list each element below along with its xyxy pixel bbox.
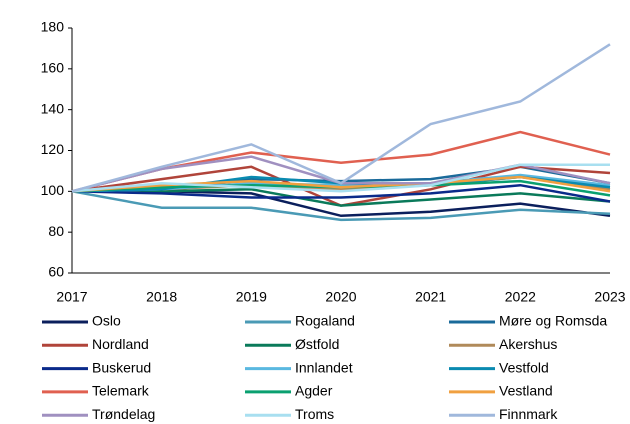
- y-tick-label: 180: [41, 19, 65, 35]
- series-line: [71, 183, 611, 203]
- legend-label: Finnmark: [499, 406, 558, 422]
- y-tick-label: 60: [48, 264, 64, 280]
- x-tick-label: 2020: [325, 289, 356, 305]
- legend-label: Agder: [295, 383, 333, 399]
- legend-label: Akershus: [499, 336, 557, 352]
- legend-label: Rogaland: [295, 313, 355, 329]
- series-line: [71, 175, 611, 193]
- legend-label: Innlandet: [295, 359, 353, 375]
- legend-label: Møre og Romsda: [499, 313, 607, 329]
- legend-label: Østfold: [295, 336, 339, 352]
- y-tick-label: 100: [41, 182, 65, 198]
- legend-label: Vestland: [499, 383, 553, 399]
- y-tick-label: 120: [41, 141, 65, 157]
- legend-label: Trøndelag: [92, 406, 155, 422]
- x-tick-label: 2022: [505, 289, 536, 305]
- legend-label: Troms: [295, 406, 334, 422]
- series-line: [71, 190, 611, 222]
- legend-label: Nordland: [92, 336, 149, 352]
- series-line: [71, 43, 611, 193]
- legend-label: Oslo: [92, 313, 121, 329]
- legend-label: Buskerud: [92, 359, 151, 375]
- legend-label: Vestfold: [499, 359, 549, 375]
- x-tick-label: 2017: [56, 289, 87, 305]
- x-tick-label: 2018: [146, 289, 177, 305]
- x-tick-label: 2019: [236, 289, 267, 305]
- y-tick-label: 140: [41, 100, 65, 116]
- series-line: [71, 163, 610, 193]
- x-tick-label: 2023: [594, 289, 625, 305]
- series-line: [72, 188, 611, 207]
- legend-label: Telemark: [92, 383, 150, 399]
- y-tick-label: 160: [41, 60, 65, 76]
- y-tick-label: 80: [48, 223, 64, 239]
- x-tick-label: 2021: [415, 289, 446, 305]
